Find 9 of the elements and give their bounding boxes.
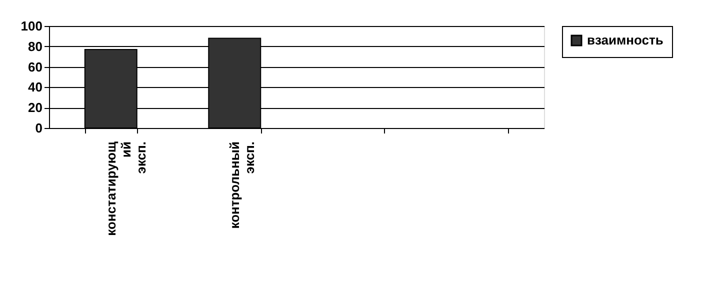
x-tick-label: констатирующий эксп. [103,141,148,236]
y-tick-label: 80 [28,38,42,54]
y-tick-label: 100 [20,18,42,34]
legend-label: взаимность [587,32,664,48]
x-tick-label: контрольный эксп. [227,141,258,229]
y-tick-label: 20 [28,100,42,116]
y-tick-label: 60 [28,59,42,74]
y-tick-label: 40 [28,80,42,95]
y-tick-label: 0 [35,120,42,136]
